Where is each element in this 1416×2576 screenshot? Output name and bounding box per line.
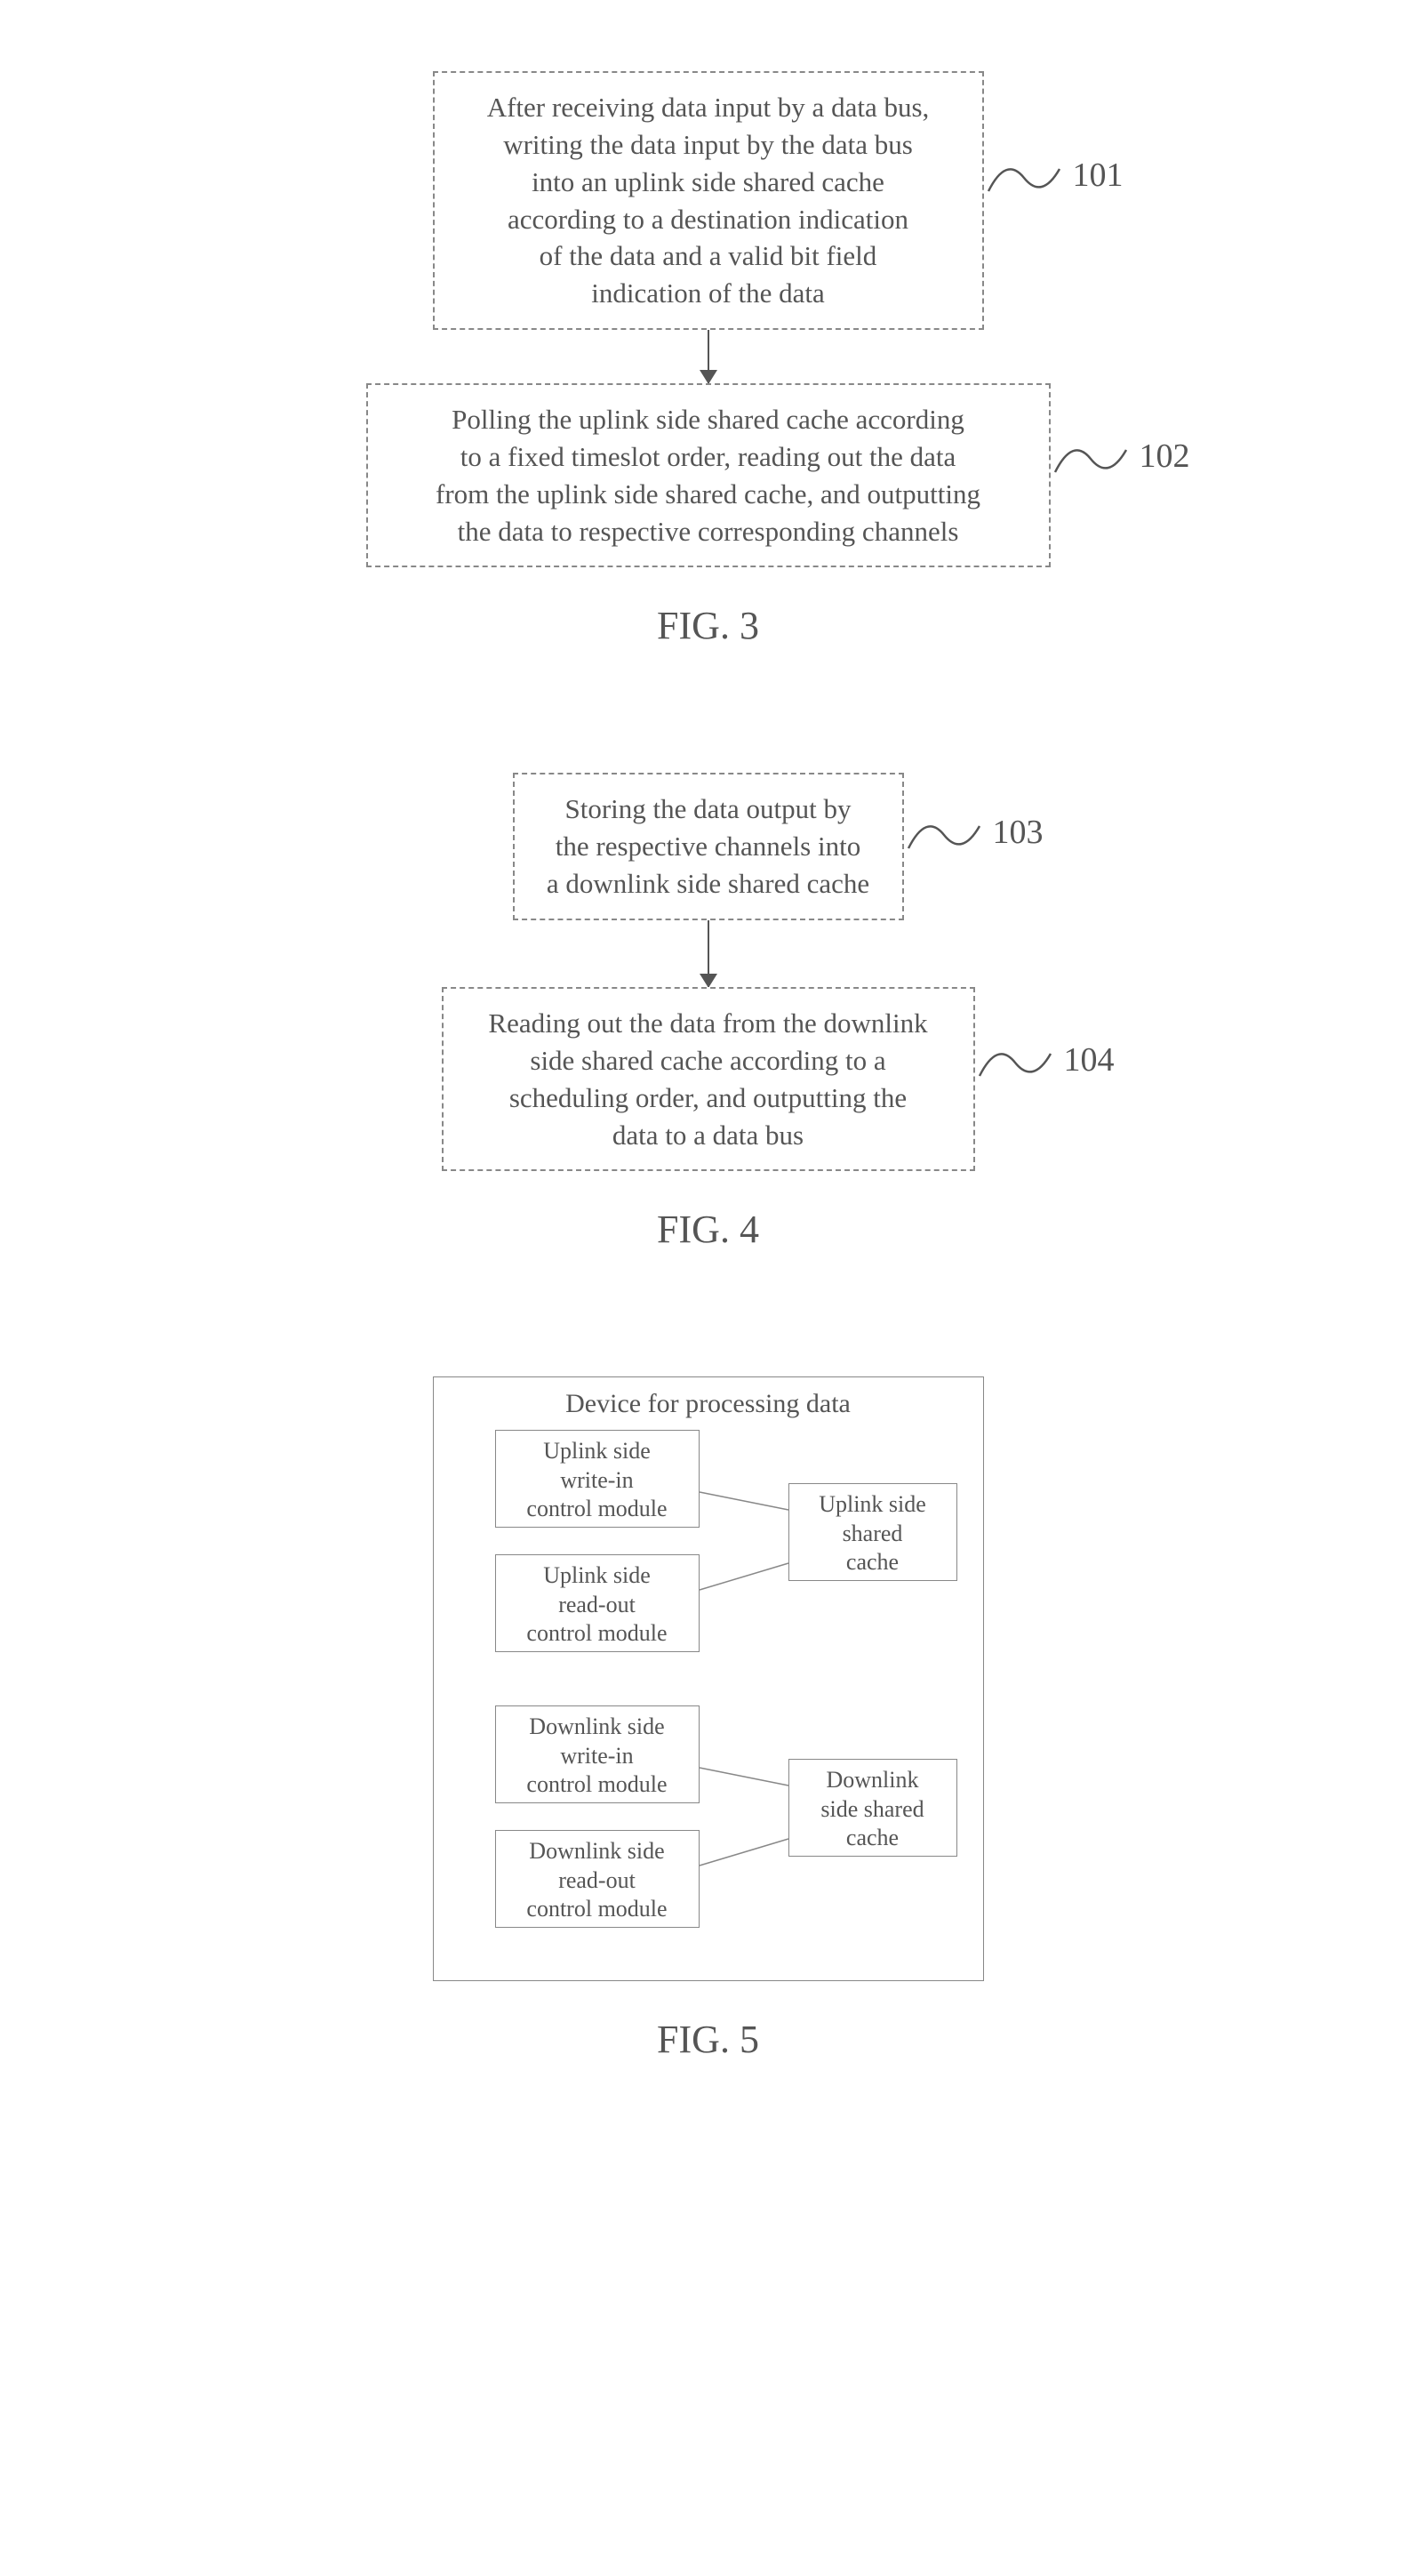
fig4-box-104-text: Reading out the data from the downlink s… <box>488 1005 927 1153</box>
fig3-box-102-wrap: Polling the uplink side shared cache acc… <box>366 383 1051 567</box>
fig3-box-101: After receiving data input by a data bus… <box>433 71 984 330</box>
fig3-caption: FIG. 3 <box>657 603 759 648</box>
fig4-box-103-wrap: Storing the data output by the respectiv… <box>513 773 904 920</box>
fig3-box-102-text: Polling the uplink side shared cache acc… <box>436 401 980 550</box>
fig3-arrow <box>708 330 709 383</box>
fig4-curve-104 <box>975 1036 1055 1098</box>
fig4-label-103: 103 <box>993 813 1044 852</box>
fig4-box-104: Reading out the data from the downlink s… <box>442 987 975 1171</box>
fig4-label-104: 104 <box>1064 1040 1115 1079</box>
fig3-label-101: 101 <box>1073 156 1124 195</box>
fig3-label-102: 102 <box>1140 437 1190 476</box>
fig4-caption: FIG. 4 <box>657 1207 759 1252</box>
fig4: Storing the data output by the respectiv… <box>0 773 1416 1252</box>
fig4-box-104-wrap: Reading out the data from the downlink s… <box>442 987 975 1171</box>
fig5-device: Device for processing data Uplink side w… <box>433 1376 984 1981</box>
page: After receiving data input by a data bus… <box>0 0 1416 2133</box>
fig5: Device for processing data Uplink side w… <box>0 1376 1416 2133</box>
fig3-box-101-wrap: After receiving data input by a data bus… <box>433 71 984 330</box>
fig4-curve-103 <box>904 808 984 871</box>
fig3-curve-101 <box>984 151 1064 213</box>
fig5-caption: FIG. 5 <box>657 2017 759 2062</box>
fig5-connectors <box>433 1376 984 1981</box>
fig3-box-102: Polling the uplink side shared cache acc… <box>366 383 1051 567</box>
fig3-curve-102 <box>1051 432 1131 494</box>
fig4-arrow <box>708 920 709 987</box>
fig4-box-103: Storing the data output by the respectiv… <box>513 773 904 920</box>
fig3: After receiving data input by a data bus… <box>0 0 1416 648</box>
fig3-box-101-text: After receiving data input by a data bus… <box>487 89 930 312</box>
fig4-box-103-text: Storing the data output by the respectiv… <box>547 790 869 903</box>
